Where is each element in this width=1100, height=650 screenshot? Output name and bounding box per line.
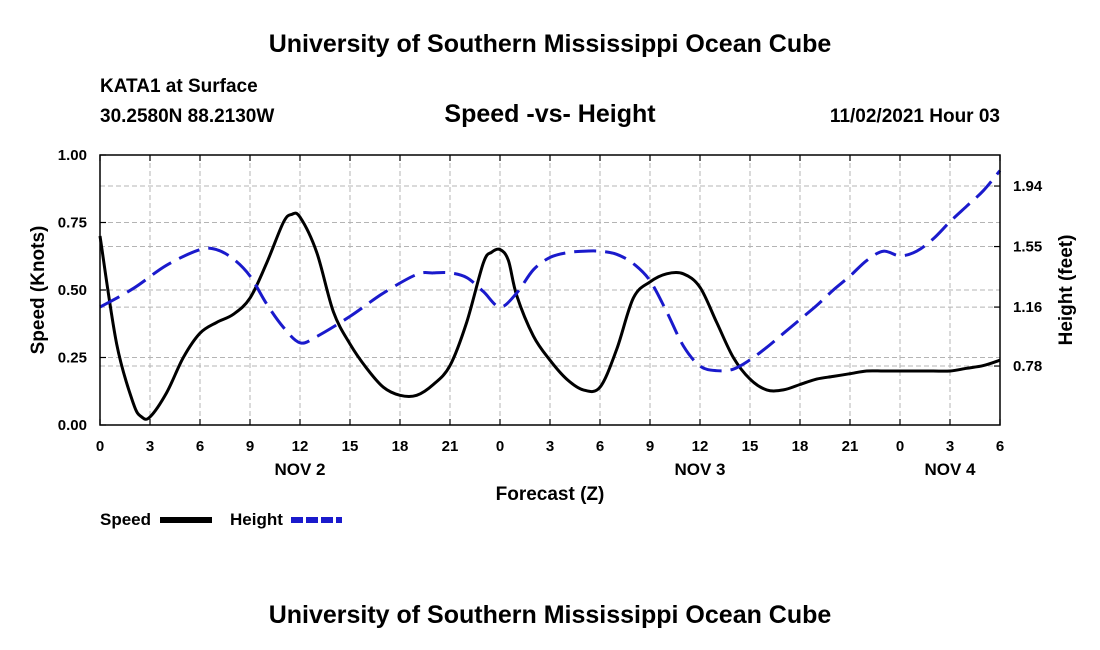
y-tick-label: 1.00: [58, 147, 87, 164]
x-tick-label: 0: [496, 438, 504, 455]
series-line-height: [99, 169, 1002, 373]
y-axis-title: Speed (Knots): [28, 226, 49, 355]
x-tick-label: 3: [546, 438, 554, 455]
x-tick-label: 21: [442, 438, 459, 455]
y2-tick-label: 0.78: [1013, 358, 1042, 375]
x-tick-label: 6: [596, 438, 604, 455]
footer-title: University of Southern Mississippi Ocean…: [268, 601, 832, 629]
y-tick-label: 0.00: [58, 417, 87, 434]
legend-height-label: Height: [230, 510, 283, 529]
x-tick-label: 12: [292, 438, 309, 455]
x-tick-label: 3: [146, 438, 154, 455]
x-tick-label: 18: [792, 438, 809, 455]
station-coordinates: 30.2580N 88.2130W: [100, 106, 275, 127]
x-tick-label: 12: [692, 438, 709, 455]
y-tick-label: 0.50: [58, 282, 87, 299]
x-tick-label: 3: [946, 438, 954, 455]
legend: Speed Height: [100, 510, 342, 529]
x-tick-label: 21: [842, 438, 859, 455]
x-tick-label: 0: [896, 438, 904, 455]
x-tick-label: 15: [342, 438, 359, 455]
x-tick-label: 9: [646, 438, 654, 455]
y-tick-label: 0.75: [58, 215, 87, 232]
grid-layer: [100, 155, 1000, 425]
y-tick-label: 0.25: [58, 350, 87, 367]
y2-tick-label: 1.94: [1013, 178, 1043, 195]
day-label: NOV 2: [274, 460, 325, 479]
page-title: University of Southern Mississippi Ocean…: [268, 30, 832, 58]
axis-layer: 0 3 6 9 12 15 18 21 0 3 6 9 12 15 18 21 0 3 6 0.00 0.25 0.50 0…: [58, 147, 1043, 479]
day-label: NOV 4: [924, 460, 976, 479]
y2-tick-label: 1.55: [1013, 239, 1042, 256]
day-label: NOV 3: [674, 460, 725, 479]
x-tick-label: 18: [392, 438, 409, 455]
x-tick-label: 9: [246, 438, 254, 455]
x-tick-label: 15: [742, 438, 759, 455]
series-layer: [98, 169, 1002, 421]
forecast-time: 11/02/2021 Hour 03: [829, 106, 1000, 127]
x-tick-label: 6: [196, 438, 204, 455]
x-axis-title: Forecast (Z): [496, 484, 605, 505]
chart-title: Speed -vs- Height: [444, 100, 656, 128]
x-tick-label: 6: [996, 438, 1004, 455]
y2-tick-label: 1.16: [1013, 299, 1042, 316]
x-tick-label: 0: [96, 438, 104, 455]
y2-axis-title: Height (feet): [1056, 235, 1077, 346]
station-name: KATA1 at Surface: [100, 76, 258, 97]
legend-speed-label: Speed: [100, 510, 151, 529]
